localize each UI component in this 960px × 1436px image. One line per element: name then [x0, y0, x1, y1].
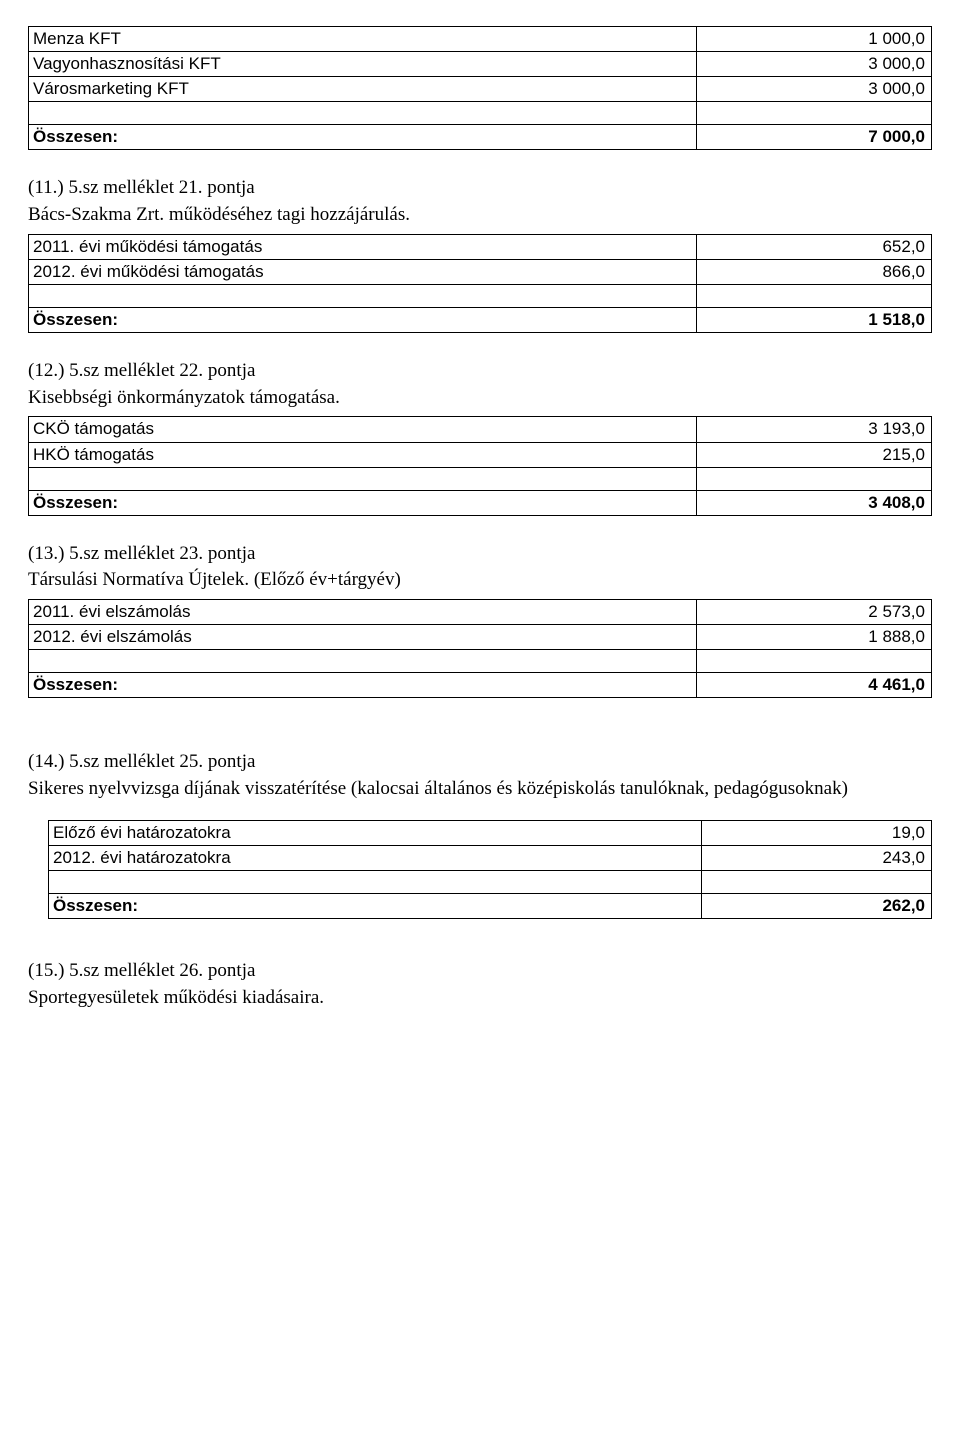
cell-label: Városmarketing KFT	[29, 77, 697, 102]
cell-value: 3 193,0	[697, 417, 932, 442]
cell-empty	[702, 870, 932, 893]
cell-empty	[697, 467, 932, 490]
table-4: 2011. évi elszámolás2 573,0 2012. évi el…	[28, 599, 932, 698]
cell-label: 2011. évi elszámolás	[29, 600, 697, 625]
cell-empty	[697, 102, 932, 125]
cell-label: CKÖ támogatás	[29, 417, 697, 442]
cell-label: Menza KFT	[29, 27, 697, 52]
cell-total-value: 1 518,0	[697, 307, 932, 332]
cell-empty	[29, 650, 697, 673]
cell-empty	[697, 650, 932, 673]
cell-empty	[49, 870, 702, 893]
cell-value: 866,0	[697, 259, 932, 284]
cell-label: HKÖ támogatás	[29, 442, 697, 467]
table-1: Menza KFT1 000,0 Vagyonhasznosítási KFT3…	[28, 26, 932, 150]
table-3: CKÖ támogatás3 193,0 HKÖ támogatás215,0 …	[28, 416, 932, 515]
table-2: 2011. évi működési támogatás652,0 2012. …	[28, 234, 932, 333]
cell-total-label: Összesen:	[29, 307, 697, 332]
caption-14-line1: (14.) 5.sz melléklet 25. pontja	[28, 750, 932, 775]
cell-empty	[697, 284, 932, 307]
cell-total-label: Összesen:	[29, 125, 697, 150]
caption-15-line2: Sportegyesületek működési kiadásaira.	[28, 986, 932, 1011]
cell-total-value: 3 408,0	[697, 490, 932, 515]
caption-11-line1: (11.) 5.sz melléklet 21. pontja	[28, 176, 932, 201]
cell-label: 2012. évi elszámolás	[29, 625, 697, 650]
cell-value: 243,0	[702, 845, 932, 870]
cell-value: 652,0	[697, 234, 932, 259]
cell-total-value: 4 461,0	[697, 673, 932, 698]
cell-value: 2 573,0	[697, 600, 932, 625]
caption-15-line1: (15.) 5.sz melléklet 26. pontja	[28, 959, 932, 984]
cell-value: 3 000,0	[697, 77, 932, 102]
cell-total-value: 7 000,0	[697, 125, 932, 150]
cell-total-label: Összesen:	[29, 673, 697, 698]
cell-label: Vagyonhasznosítási KFT	[29, 52, 697, 77]
caption-14-line2: Sikeres nyelvvizsga díjának visszatéríté…	[28, 777, 932, 802]
caption-11-line2: Bács-Szakma Zrt. működéséhez tagi hozzáj…	[28, 203, 932, 228]
cell-value: 19,0	[702, 820, 932, 845]
cell-total-value: 262,0	[702, 893, 932, 918]
caption-12-line2: Kisebbségi önkormányzatok támogatása.	[28, 386, 932, 411]
caption-13-line1: (13.) 5.sz melléklet 23. pontja	[28, 542, 932, 567]
caption-12-line1: (12.) 5.sz melléklet 22. pontja	[28, 359, 932, 384]
cell-empty	[29, 284, 697, 307]
cell-label: Előző évi határozatokra	[49, 820, 702, 845]
cell-label: 2012. évi határozatokra	[49, 845, 702, 870]
cell-empty	[29, 467, 697, 490]
cell-value: 1 000,0	[697, 27, 932, 52]
cell-total-label: Összesen:	[29, 490, 697, 515]
cell-total-label: Összesen:	[49, 893, 702, 918]
cell-value: 3 000,0	[697, 52, 932, 77]
cell-value: 215,0	[697, 442, 932, 467]
table-5: Előző évi határozatokra19,0 2012. évi ha…	[48, 820, 932, 919]
cell-label: 2012. évi működési támogatás	[29, 259, 697, 284]
cell-empty	[29, 102, 697, 125]
cell-label: 2011. évi működési támogatás	[29, 234, 697, 259]
caption-13-line2: Társulási Normatíva Újtelek. (Előző év+t…	[28, 568, 932, 593]
cell-value: 1 888,0	[697, 625, 932, 650]
